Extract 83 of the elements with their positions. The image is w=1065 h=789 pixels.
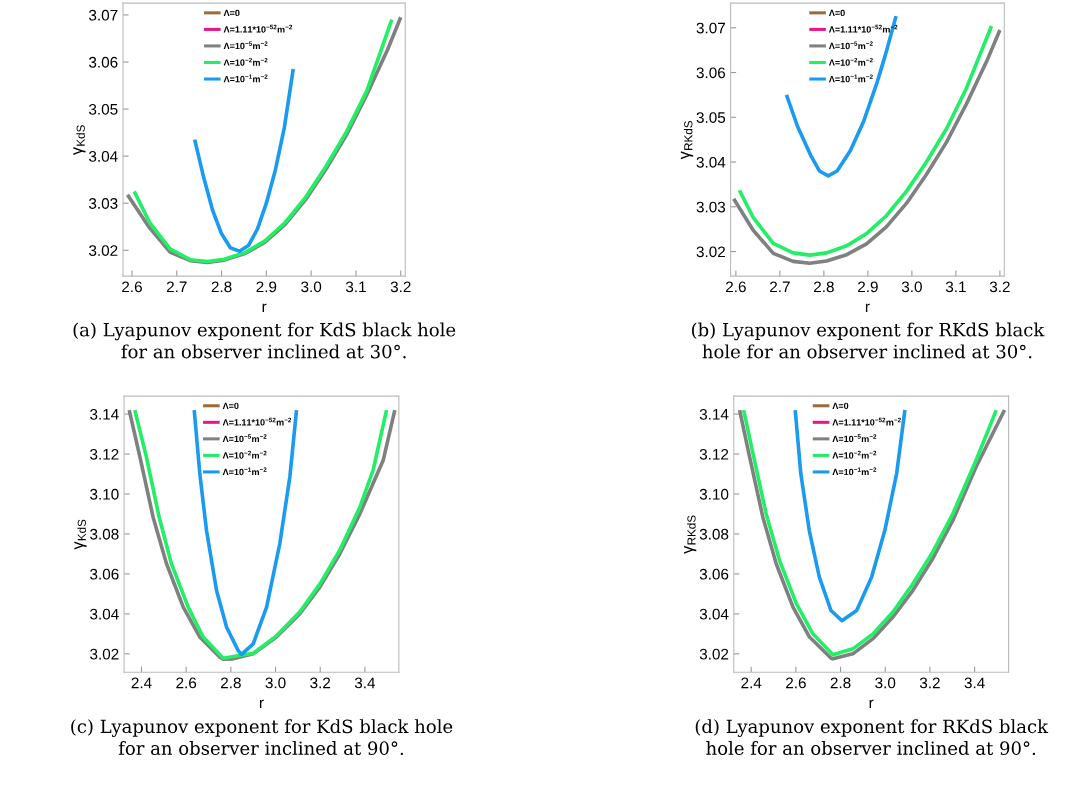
legend-label: Λ=0 xyxy=(223,9,240,17)
y-tick-label: 3.02 xyxy=(696,246,725,258)
y-tick-label: 3.06 xyxy=(89,56,118,68)
x-axis-title: r xyxy=(259,699,264,708)
y-tick-label: 3.02 xyxy=(89,245,118,256)
x-tick-label: 3.2 xyxy=(390,281,411,293)
y-tick-label: 3.07 xyxy=(89,9,118,21)
y-tick-label: 3.04 xyxy=(696,156,726,168)
x-tick-label: 2.6 xyxy=(786,677,806,689)
y-tick-label: 3.07 xyxy=(696,22,725,34)
x-tick-label: 3.2 xyxy=(919,677,940,689)
legend-label: Λ=10$^{−5}$m$^{−2}$ xyxy=(828,41,873,50)
legend-label: Λ=10$^{−2}$m$^{−2}$ xyxy=(832,450,877,459)
x-axis-title: r xyxy=(865,303,870,312)
x-tick-label: 2.8 xyxy=(814,281,834,293)
x-tick-label: 2.9 xyxy=(858,281,878,293)
y-axis-title: γ$_{RKdS}$ xyxy=(684,515,697,554)
x-tick-label: 2.4 xyxy=(131,677,152,689)
text: (d) Lyapunov exponent for RKdS black hole for an observer inclined at 90°. xyxy=(695,719,1049,755)
legend-label: Λ=10$^{−1}$m$^{−2}$ xyxy=(832,467,877,476)
legend-label: Λ=1.11*10$^{−52}$m$^{−2}$ xyxy=(832,417,901,426)
y-tick-label: 3.08 xyxy=(90,528,119,540)
y-tick-label: 3.06 xyxy=(90,568,119,580)
y-tick-label: 3.14 xyxy=(90,408,119,420)
x-tick-label: 3.0 xyxy=(901,281,922,293)
y-tick-label: 3.12 xyxy=(90,448,119,460)
x-tick-label: 2.8 xyxy=(830,677,851,689)
y-tick-label: 3.06 xyxy=(699,568,729,580)
y-tick-label: 3.08 xyxy=(699,528,729,540)
y-tick-label: 3.12 xyxy=(699,448,729,460)
legend-label: Λ=10$^{−2}$m$^{−2}$ xyxy=(828,57,873,66)
legend-label: Λ=1.11*10$^{−52}$m$^{−2}$ xyxy=(223,24,293,33)
x-tick-label: 2.8 xyxy=(211,281,232,293)
x-tick-label: 2.7 xyxy=(770,281,790,293)
legend-label: Λ=10$^{−1}$m$^{−2}$ xyxy=(828,74,873,83)
y-axis-title: γ$_{KdS}$ xyxy=(74,519,87,550)
text: (b) Lyapunov exponent for RKdS black hole for an observer inclined at 30°. xyxy=(692,322,1045,359)
legend-label: Λ=10$^{−1}$m$^{−2}$ xyxy=(222,467,267,476)
x-tick-label: 3.0 xyxy=(301,281,322,293)
text: (a) Lyapunov exponent for KdS black hole for an observer inclined at 30°. xyxy=(73,322,456,359)
x-tick-label: 3.4 xyxy=(964,677,985,689)
x-tick-label: 3.2 xyxy=(310,677,331,689)
x-tick-label: 3.0 xyxy=(875,677,896,689)
y-axis-title: γ$_{KdS}$ xyxy=(73,125,86,156)
x-tick-label: 2.6 xyxy=(726,281,746,293)
y-tick-label: 3.02 xyxy=(90,648,119,660)
y-axis-title: γ$_{RKdS}$ xyxy=(680,120,694,160)
text: (c) Lyapunov exponent for KdS black hole for an observer inclined at 90°. xyxy=(71,719,453,755)
legend-label: Λ=10$^{−5}$m$^{−2}$ xyxy=(223,41,268,50)
x-tick-label: 3.1 xyxy=(345,281,366,293)
x-tick-label: 3.1 xyxy=(945,281,966,293)
legend-label: Λ=10$^{−5}$m$^{−2}$ xyxy=(832,434,877,443)
legend-label: Λ=10$^{−2}$m$^{−2}$ xyxy=(222,450,267,459)
y-tick-label: 3.03 xyxy=(696,201,726,213)
legend-label: Λ=0 xyxy=(828,9,845,17)
legend-label: Λ=1.11*10$^{−52}$m$^{−2}$ xyxy=(222,417,292,426)
y-tick-label: 3.04 xyxy=(90,608,119,620)
legend-label: Λ=0 xyxy=(222,402,239,410)
y-tick-label: 3.10 xyxy=(699,488,729,500)
x-tick-label: 2.6 xyxy=(122,281,142,293)
x-tick-label: 2.4 xyxy=(741,677,762,689)
x-tick-label: 2.7 xyxy=(166,281,187,293)
x-tick-label: 3.2 xyxy=(989,281,1010,293)
legend-label: Λ=10$^{−2}$m$^{−2}$ xyxy=(223,57,268,66)
x-tick-label: 2.8 xyxy=(221,677,241,689)
x-axis-title: r xyxy=(869,699,874,708)
y-tick-label: 3.04 xyxy=(89,150,118,162)
x-axis-title: r xyxy=(262,303,267,312)
y-tick-label: 3.03 xyxy=(89,198,118,209)
y-tick-label: 3.06 xyxy=(696,67,726,79)
x-tick-label: 2.9 xyxy=(256,281,277,293)
legend-label: Λ=0 xyxy=(832,402,849,410)
legend-label: Λ=10$^{−1}$m$^{−2}$ xyxy=(223,74,268,83)
x-tick-label: 2.6 xyxy=(176,677,197,689)
legend-label: Λ=10$^{−5}$m$^{−2}$ xyxy=(222,434,267,443)
y-tick-label: 3.10 xyxy=(90,488,119,500)
y-tick-label: 3.04 xyxy=(699,608,729,620)
y-tick-label: 3.05 xyxy=(89,103,118,115)
y-tick-label: 3.05 xyxy=(696,112,726,123)
y-tick-label: 3.02 xyxy=(699,648,729,660)
x-tick-label: 3.4 xyxy=(354,677,376,689)
x-tick-label: 3.0 xyxy=(265,677,286,689)
y-tick-label: 3.14 xyxy=(699,408,729,420)
